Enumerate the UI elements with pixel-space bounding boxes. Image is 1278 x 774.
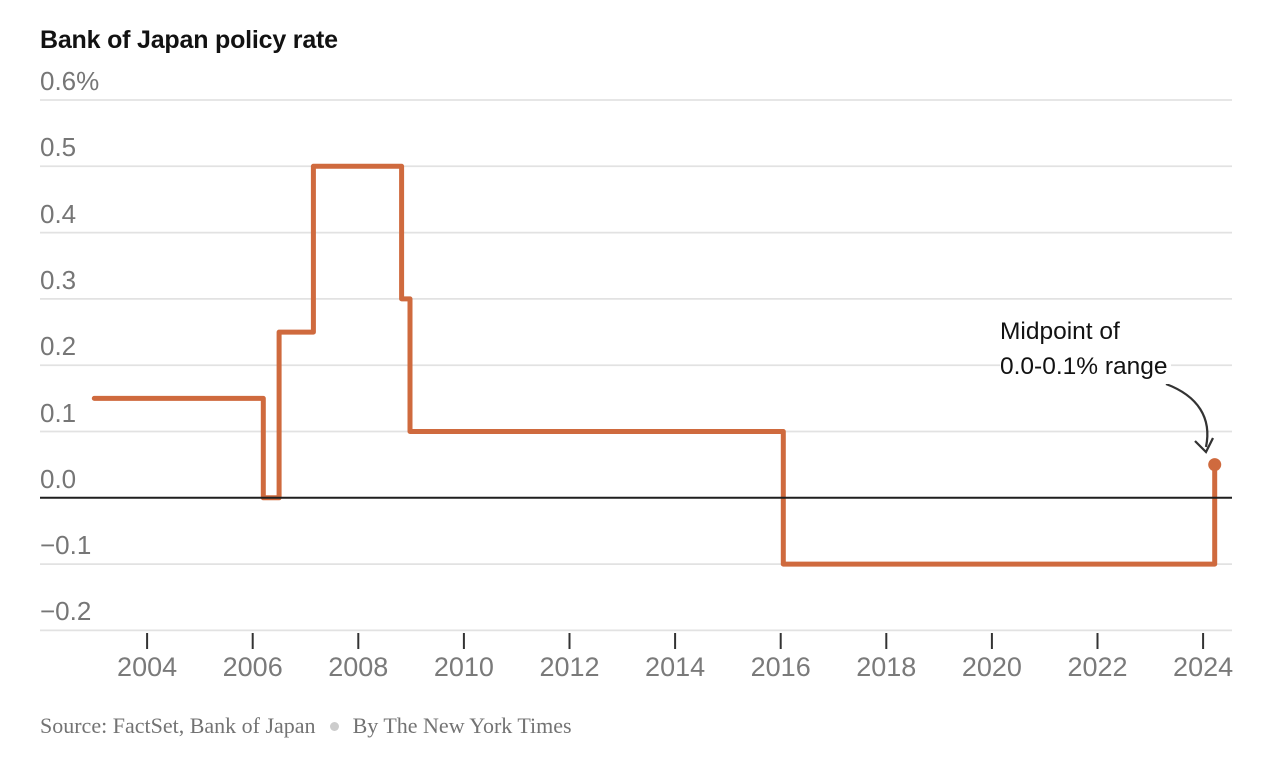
chart-title: Bank of Japan policy rate — [40, 26, 338, 54]
y-tick-label: −0.1 — [40, 530, 92, 561]
annotation-line-2: 0.0-0.1% range — [1000, 349, 1171, 384]
x-tick-label: 2010 — [433, 652, 494, 682]
y-tick-label: 0.6% — [40, 66, 100, 96]
endpoint-dot — [1208, 458, 1222, 472]
byline: By The New York Times — [352, 713, 572, 738]
y-tick-label: 0.2 — [40, 331, 77, 362]
y-tick-label: −0.2 — [40, 596, 92, 627]
chart-footer: Source: FactSet, Bank of Japan By The New… — [40, 713, 572, 739]
x-tick-label: 2016 — [750, 652, 811, 682]
source-note: Source: FactSet, Bank of Japan — [40, 713, 316, 738]
x-tick-label: 2012 — [539, 652, 600, 682]
bullet-separator-icon — [329, 722, 339, 732]
y-tick-label: 0.3 — [40, 264, 77, 295]
y-tick-label: 0.1 — [40, 397, 77, 428]
x-tick-label: 2024 — [1173, 652, 1234, 682]
x-tick-label: 2020 — [961, 652, 1022, 682]
annotation-arrow — [1165, 382, 1209, 448]
x-tick-label: 2014 — [645, 652, 706, 682]
y-tick-label: 0.5 — [40, 132, 77, 163]
x-tick-label: 2022 — [1067, 652, 1128, 682]
annotation-arrowhead-icon — [1194, 437, 1215, 454]
x-tick-label: 2008 — [328, 652, 389, 682]
y-tick-label: 0.4 — [40, 198, 77, 229]
annotation-line-1: Midpoint of — [1000, 314, 1123, 349]
x-tick-label: 2006 — [222, 652, 283, 682]
x-tick-label: 2018 — [856, 652, 917, 682]
x-tick-label: 2004 — [117, 652, 178, 682]
endpoint-annotation: Midpoint of 0.0-0.1% range — [1000, 314, 1171, 384]
y-tick-label: 0.0 — [40, 463, 77, 494]
